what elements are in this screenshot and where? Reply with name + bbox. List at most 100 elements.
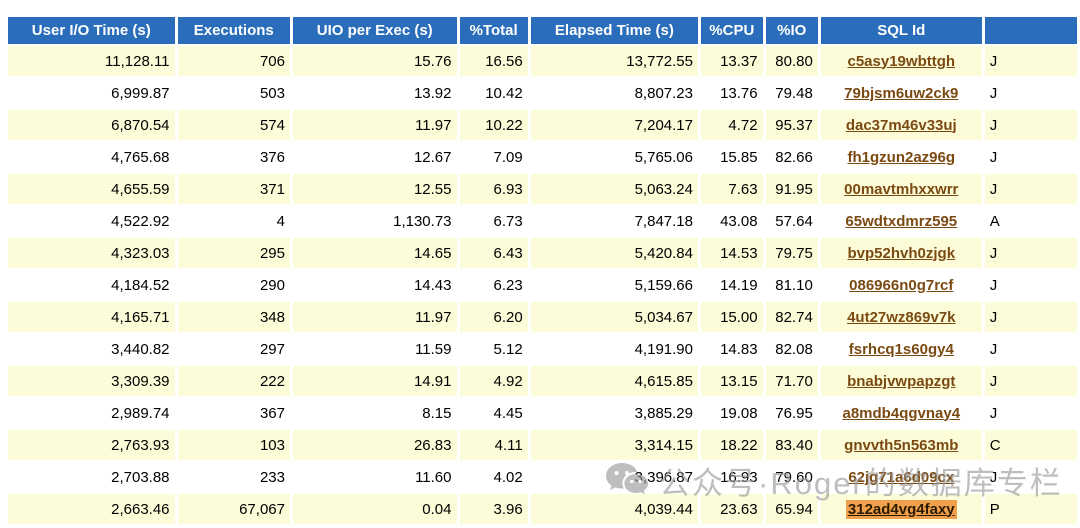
sql-id-link[interactable]: fh1gzun2az96g bbox=[847, 148, 956, 166]
pct_io-cell: 82.66 bbox=[775, 148, 813, 166]
column-header-%Total: %Total bbox=[459, 17, 528, 44]
uio_per_exec-cell: 11.97 bbox=[292, 110, 457, 140]
module-cell-truncated: J bbox=[984, 366, 1077, 396]
uio_per_exec-cell: 11.97 bbox=[292, 302, 457, 332]
executions-cell: 222 bbox=[177, 366, 290, 396]
module-cell-truncated: J bbox=[984, 302, 1077, 332]
table-row: 2,663.46 67,067 0.04 3.96 4,039.44 23.63 65.94… bbox=[8, 494, 1077, 524]
pct_total-cell: 6.23 bbox=[493, 276, 523, 294]
sql-id-link[interactable]: bvp52hvh0zjgk bbox=[847, 244, 956, 262]
pct_total-cell: 10.42 bbox=[485, 84, 523, 102]
user_io_time-cell: 3,440.82 bbox=[111, 340, 170, 358]
module-cell-truncated: A bbox=[989, 212, 1000, 230]
sql-id-link[interactable]: 65wdtxdmrz595 bbox=[845, 212, 958, 230]
user_io_time-cell: 4,765.68 bbox=[111, 148, 170, 166]
user_io_time-cell: 2,763.93 bbox=[8, 430, 175, 460]
sql-id-cell: 62jg71a6d09cx bbox=[821, 462, 982, 492]
pct_total-cell: 4.92 bbox=[459, 366, 528, 396]
module-cell-truncated: J bbox=[984, 238, 1077, 268]
sql-id-link[interactable]: bnabjvwpapzgt bbox=[847, 372, 956, 390]
sql-id-cell: gnvvth5n563mb bbox=[820, 430, 982, 460]
uio_per_exec-cell: 14.65 bbox=[292, 238, 457, 268]
module-cell-truncated: J bbox=[989, 276, 998, 294]
column-header-%IO: %IO bbox=[765, 17, 818, 44]
sql-id-cell: 65wdtxdmrz595 bbox=[821, 206, 982, 236]
table-row: 4,522.92 4 1,130.73 6.73 7,847.18 43.08 57.64 6… bbox=[8, 206, 1077, 236]
column-header-Executions: Executions bbox=[177, 17, 290, 44]
table-header: User I/O Time (s) Executions UIO per Exec … bbox=[8, 17, 1077, 44]
sql-id-cell: 79bjsm6uw2ck9 bbox=[821, 78, 982, 108]
sql-id-link[interactable]: fsrhcq1s60gy4 bbox=[848, 340, 954, 358]
pct_cpu-cell: 23.63 bbox=[700, 494, 763, 524]
pct_cpu-cell: 4.72 bbox=[700, 110, 763, 140]
sql-id-link-highlighted[interactable]: 312ad4vg4faxy bbox=[845, 499, 957, 519]
table-row: 6,999.87 503 13.92 10.42 8,807.23 13.76 79.48 7… bbox=[8, 78, 1077, 108]
module-cell-truncated: J bbox=[984, 174, 1077, 204]
sql-id-link[interactable]: dac37m46v33uj bbox=[845, 116, 957, 134]
pct_total-cell: 6.93 bbox=[459, 174, 528, 204]
uio_per_exec-cell: 14.91 bbox=[292, 366, 457, 396]
sql-id-link[interactable]: gnvvth5n563mb bbox=[844, 436, 959, 454]
pct_cpu-cell: 7.63 bbox=[700, 174, 763, 204]
pct_total-cell: 6.20 bbox=[459, 302, 528, 332]
sql-id-link[interactable]: a8mdb4qgvnay4 bbox=[842, 404, 961, 422]
elapsed_time-cell: 8,807.23 bbox=[634, 84, 693, 102]
sql-io-table: User I/O Time (s) Executions UIO per Exec … bbox=[5, 15, 1080, 526]
pct_io-cell: 91.95 bbox=[765, 174, 818, 204]
uio_per_exec-cell: 8.15 bbox=[422, 404, 452, 422]
pct_io-cell: 81.10 bbox=[775, 276, 813, 294]
uio_per_exec-cell: 13.92 bbox=[413, 84, 452, 102]
pct_cpu-cell: 15.00 bbox=[700, 302, 763, 332]
sql-id-link[interactable]: c5asy19wbttgh bbox=[847, 52, 956, 70]
executions-cell: 4 bbox=[276, 212, 285, 230]
uio_per_exec-cell: 12.55 bbox=[292, 174, 457, 204]
pct_total-cell: 16.56 bbox=[459, 46, 528, 76]
column-header-User I/O Time (s): User I/O Time (s) bbox=[8, 17, 175, 44]
elapsed_time-cell: 13,772.55 bbox=[530, 46, 698, 76]
user_io_time-cell: 2,663.46 bbox=[8, 494, 175, 524]
pct_io-cell: 79.48 bbox=[775, 84, 813, 102]
executions-cell: 67,067 bbox=[177, 494, 290, 524]
pct_cpu-cell: 14.19 bbox=[720, 276, 758, 294]
column-header-SQL Id: SQL Id bbox=[820, 17, 982, 44]
module-cell-truncated: J bbox=[989, 84, 998, 102]
executions-cell: 103 bbox=[177, 430, 290, 460]
elapsed_time-cell: 3,885.29 bbox=[634, 404, 693, 422]
sql-id-link[interactable]: 79bjsm6uw2ck9 bbox=[844, 84, 959, 102]
pct_cpu-cell: 15.85 bbox=[720, 148, 758, 166]
column-header-UIO per Exec (s): UIO per Exec (s) bbox=[292, 17, 457, 44]
table-row: 11,128.11 706 15.76 16.56 13,772.55 13.37 80.8… bbox=[8, 46, 1077, 76]
user_io_time-cell: 4,184.52 bbox=[111, 276, 170, 294]
table-row: 3,309.39 222 14.91 4.92 4,615.85 13.15 71.70 bn… bbox=[8, 366, 1077, 396]
pct_io-cell: 95.37 bbox=[765, 110, 818, 140]
uio_per_exec-cell: 15.76 bbox=[292, 46, 457, 76]
pct_io-cell: 79.60 bbox=[775, 468, 813, 486]
module-cell-truncated: C bbox=[984, 430, 1077, 460]
uio_per_exec-cell: 0.04 bbox=[292, 494, 457, 524]
sql-id-cell: bnabjvwpapzgt bbox=[820, 366, 982, 396]
pct_cpu-cell: 13.15 bbox=[700, 366, 763, 396]
elapsed_time-cell: 3,314.15 bbox=[530, 430, 698, 460]
sql-id-link[interactable]: 086966n0g7rcf bbox=[849, 276, 954, 294]
pct_total-cell: 10.22 bbox=[459, 110, 528, 140]
pct_cpu-cell: 19.08 bbox=[720, 404, 758, 422]
pct_io-cell: 57.64 bbox=[775, 212, 813, 230]
user_io_time-cell: 4,522.92 bbox=[111, 212, 170, 230]
pct_total-cell: 4.45 bbox=[493, 404, 523, 422]
sql-id-cell: 086966n0g7rcf bbox=[821, 270, 982, 300]
user_io_time-cell: 11,128.11 bbox=[8, 46, 175, 76]
sql-id-link[interactable]: 4ut27wz869v7k bbox=[847, 308, 956, 326]
executions-cell: 503 bbox=[259, 84, 285, 102]
elapsed_time-cell: 7,847.18 bbox=[634, 212, 693, 230]
sql-id-cell: fh1gzun2az96g bbox=[821, 142, 982, 172]
uio_per_exec-cell: 26.83 bbox=[292, 430, 457, 460]
sql-id-link[interactable]: 62jg71a6d09cx bbox=[848, 468, 955, 486]
pct_total-cell: 4.11 bbox=[459, 430, 528, 460]
executions-cell: 290 bbox=[259, 276, 285, 294]
pct_io-cell: 82.74 bbox=[765, 302, 818, 332]
sql-id-link[interactable]: 00mavtmhxxwrr bbox=[844, 180, 959, 198]
module-cell-truncated: J bbox=[989, 148, 998, 166]
column-header-module bbox=[984, 17, 1077, 44]
uio_per_exec-cell: 1,130.73 bbox=[393, 212, 452, 230]
pct_cpu-cell: 14.53 bbox=[700, 238, 763, 268]
